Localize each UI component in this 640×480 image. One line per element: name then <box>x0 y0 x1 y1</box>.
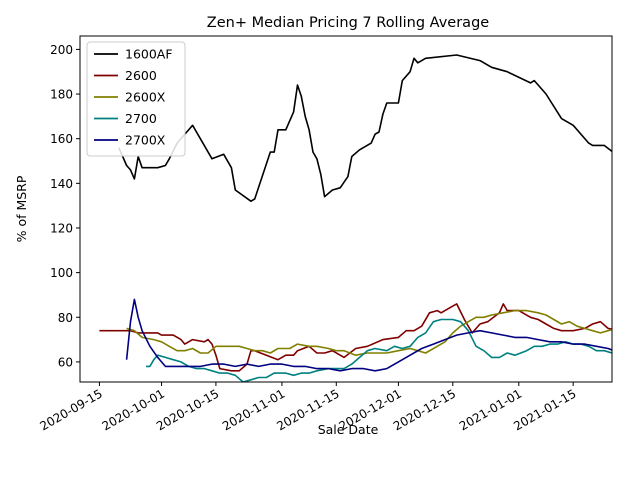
legend-label: 2700X <box>125 133 166 148</box>
y-tick-label: 200 <box>50 43 73 57</box>
y-tick-label: 160 <box>50 132 73 146</box>
series-line-2700 <box>146 318 612 382</box>
x-tick-label: 2021-01-15 <box>511 386 578 433</box>
legend-label: 2600 <box>125 68 157 83</box>
legend-box <box>86 41 186 157</box>
y-tick-label: 100 <box>50 266 73 280</box>
plot-lines <box>99 54 612 382</box>
x-axis: 2020-09-152020-10-012020-10-152020-11-01… <box>38 382 579 433</box>
y-axis: 60 80 100 120 140 160 180 200 <box>50 43 80 369</box>
plot-frame <box>79 35 613 383</box>
series-line-2600x <box>126 309 612 357</box>
x-axis-label: Sale Date <box>318 422 379 437</box>
x-tick-label: 2020-12-15 <box>391 386 458 433</box>
x-tick-label: 2020-10-15 <box>154 386 221 433</box>
legend: 1600AF 2600 2600X 2700 2700X <box>86 41 186 157</box>
x-tick-label: 2020-09-15 <box>38 386 105 433</box>
series-line-1600af <box>118 54 612 202</box>
legend-label: 2600X <box>125 90 166 105</box>
y-tick-label: 180 <box>50 88 73 102</box>
y-axis-label: % of MSRP <box>14 175 29 242</box>
legend-label: 2700 <box>125 111 157 126</box>
y-tick-label: 140 <box>50 177 73 191</box>
series-line-2600 <box>99 303 612 372</box>
y-tick-label: 60 <box>58 355 73 369</box>
y-tick-label: 120 <box>50 221 73 235</box>
series-line-2700x <box>125 298 612 372</box>
y-tick-label: 80 <box>58 311 73 325</box>
chart-title: Zen+ Median Pricing 7 Rolling Average <box>207 15 489 31</box>
legend-label: 1600AF <box>125 47 173 62</box>
